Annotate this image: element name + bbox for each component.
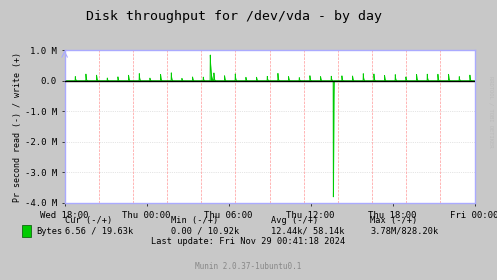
Text: 0.00 / 10.92k: 0.00 / 10.92k [171,227,240,236]
Text: 12.44k/ 58.14k: 12.44k/ 58.14k [271,227,344,236]
Text: Avg (-/+): Avg (-/+) [271,216,318,225]
Text: RRDTOOL / TOBI OETIKER: RRDTOOL / TOBI OETIKER [488,76,493,148]
Text: Disk throughput for /dev/vda - by day: Disk throughput for /dev/vda - by day [85,10,382,23]
Text: Bytes: Bytes [36,227,62,236]
Text: Max (-/+): Max (-/+) [370,216,417,225]
Text: 6.56 / 19.63k: 6.56 / 19.63k [65,227,133,236]
Text: Min (-/+): Min (-/+) [171,216,219,225]
Y-axis label: Pr second read (-) / write (+): Pr second read (-) / write (+) [13,52,22,202]
Text: 3.78M/828.20k: 3.78M/828.20k [370,227,438,236]
Text: Munin 2.0.37-1ubuntu0.1: Munin 2.0.37-1ubuntu0.1 [195,262,302,271]
Text: Cur (-/+): Cur (-/+) [65,216,112,225]
Text: Last update: Fri Nov 29 00:41:18 2024: Last update: Fri Nov 29 00:41:18 2024 [152,237,345,246]
